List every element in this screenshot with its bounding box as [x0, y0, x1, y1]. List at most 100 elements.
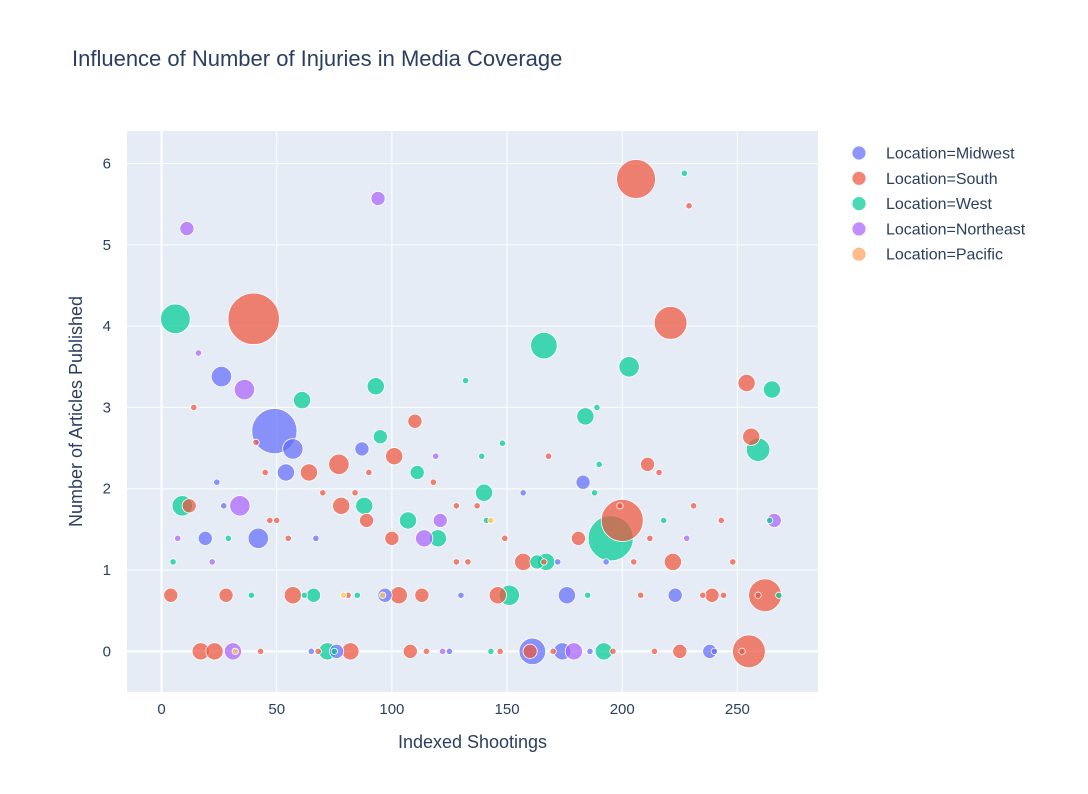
data-point-south [389, 586, 408, 605]
data-point-south [273, 516, 281, 525]
data-point-south [685, 202, 693, 210]
data-point-west [293, 391, 312, 410]
data-point-west [306, 587, 322, 603]
data-point-south [496, 647, 504, 655]
data-point-south [729, 558, 737, 566]
data-point-south [742, 427, 761, 446]
data-point-south [544, 452, 553, 460]
data-point-south [284, 534, 292, 542]
data-point-midwest [197, 530, 213, 546]
data-point-south [616, 502, 624, 510]
legend-item-south[interactable]: Location=South [851, 171, 998, 188]
legend-label: Location=Midwest [886, 146, 1015, 163]
legend-marker [851, 196, 867, 212]
data-point-west [584, 591, 592, 599]
data-point-south [261, 468, 269, 477]
data-point-south [640, 456, 656, 472]
data-point-midwest [210, 365, 233, 388]
chart-title: Influence of Number of Injuries in Media… [72, 46, 562, 71]
x-tick-label: 150 [495, 701, 520, 718]
y-tick-label: 1 [103, 562, 111, 579]
data-point-west [409, 464, 425, 480]
y-tick-labels: 0 1 2 3 4 5 6 [103, 156, 111, 661]
data-point-west [160, 303, 191, 335]
data-point-midwest [354, 441, 370, 457]
data-point-south [663, 552, 682, 571]
data-point-west [372, 429, 388, 445]
data-point-west [762, 380, 781, 399]
y-tick-label: 3 [103, 399, 111, 416]
data-point-south [365, 468, 373, 477]
data-point-midwest [247, 527, 269, 549]
y-tick-label: 0 [103, 643, 111, 660]
x-axis-title: Indexed Shootings [398, 732, 547, 752]
data-point-west [474, 483, 494, 502]
x-tick-label: 0 [157, 701, 165, 718]
data-point-south [732, 634, 766, 669]
data-point-midwest [519, 489, 527, 497]
data-point-south [737, 373, 756, 393]
data-point-south [570, 530, 586, 546]
data-point-south [332, 496, 351, 515]
data-point-west [355, 496, 374, 515]
data-point-west [461, 377, 470, 385]
data-point-west [169, 558, 177, 566]
data-point-south [181, 498, 197, 514]
data-point-midwest [554, 558, 562, 566]
data-point-south [359, 512, 375, 528]
data-point-midwest [445, 647, 454, 655]
y-tick-label: 5 [103, 237, 111, 254]
data-point-midwest [276, 463, 295, 482]
data-point-midwest [710, 647, 718, 655]
data-point-northeast [370, 190, 386, 206]
legend-marker [851, 145, 867, 161]
y-tick-label: 6 [103, 156, 111, 173]
data-point-northeast [564, 642, 583, 661]
x-tick-labels: 0 50 100 150 200 250 [157, 701, 750, 718]
legend-item-west[interactable]: Location=West [851, 196, 993, 213]
data-point-south [630, 558, 638, 566]
data-point-south [464, 558, 472, 566]
data-point-midwest [307, 647, 315, 655]
legend[interactable]: Location=Midwest Location=South Location=W… [851, 145, 1026, 264]
legend-item-northeast[interactable]: Location=Northeast [851, 221, 1026, 238]
data-point-south [402, 643, 418, 659]
data-point-northeast [229, 495, 251, 517]
data-point-northeast [432, 512, 448, 528]
data-point-south [341, 642, 360, 661]
data-point-south [384, 530, 400, 546]
data-point-south [283, 586, 302, 605]
x-tick-label: 200 [610, 701, 635, 718]
data-point-south [699, 591, 707, 599]
data-point-south [266, 516, 274, 525]
data-point-south [252, 438, 260, 446]
data-point-west [593, 403, 601, 412]
data-point-west [498, 439, 507, 447]
x-tick-label: 250 [725, 701, 750, 718]
data-point-south [609, 647, 617, 655]
data-point-south [314, 647, 322, 655]
legend-label: Location=Northeast [886, 221, 1026, 238]
data-points [160, 159, 783, 669]
data-point-northeast [194, 349, 203, 357]
data-point-south [429, 478, 437, 486]
data-point-northeast [208, 558, 216, 566]
legend-label: Location=West [886, 196, 993, 213]
data-point-south [328, 453, 350, 475]
data-point-west [398, 511, 418, 530]
data-point-south [299, 463, 319, 482]
data-point-west [775, 591, 783, 599]
data-point-south [218, 587, 234, 603]
legend-item-pacific[interactable]: Location=Pacific [851, 247, 1003, 264]
legend-label: Location=Pacific [886, 247, 1003, 264]
data-point-midwest [457, 591, 465, 599]
data-point-south [452, 558, 460, 566]
data-point-south [719, 591, 728, 599]
data-point-south [452, 502, 460, 510]
legend-item-midwest[interactable]: Location=Midwest [851, 145, 1015, 163]
data-point-west [590, 489, 599, 497]
data-point-northeast [179, 221, 195, 237]
data-point-south [754, 591, 762, 599]
data-point-south [704, 587, 720, 603]
data-point-northeast [174, 534, 182, 542]
